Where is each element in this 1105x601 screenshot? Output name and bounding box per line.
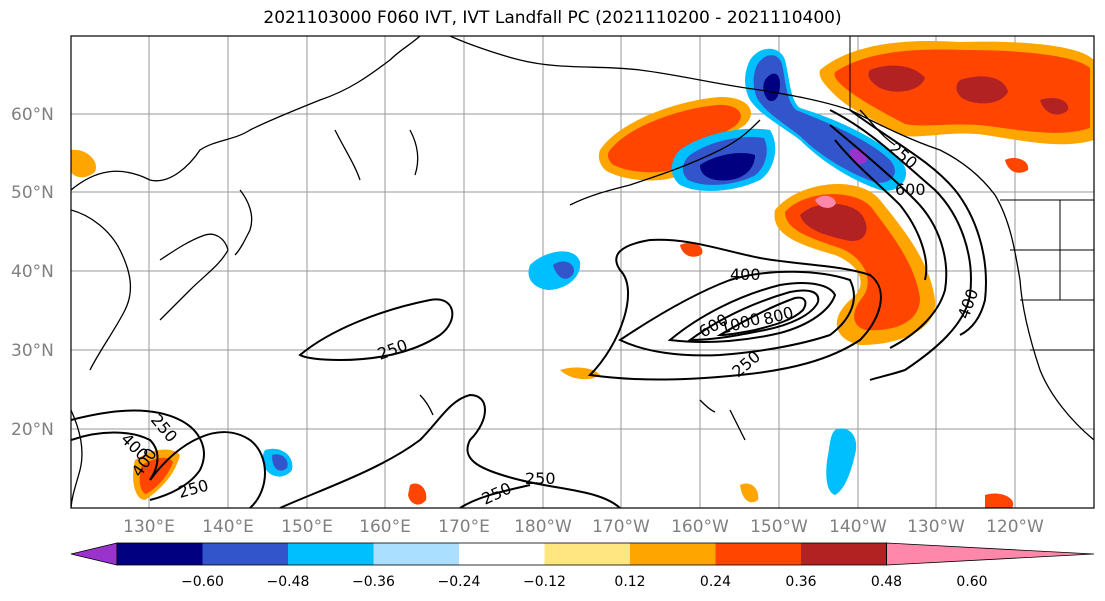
colorbar-tick-neg-024: −0.24 [438,574,481,590]
lon-label-160w: 160°W [671,517,729,537]
colorbar-right-arrow [886,542,1095,566]
lat-label-20n: 20°N [11,420,54,440]
colorbar-tick-pos-012: 0.12 [614,574,645,590]
lat-label-40n: 40°N [11,262,54,282]
colorbar-tick-pos-048: 0.48 [871,574,902,590]
colorbar-tick-neg-036: −0.36 [352,574,395,590]
negative-pc-region-hawaii [528,251,857,495]
colorbar-segment-pos-036 [715,543,801,565]
colorbar-segment-neg-036 [202,543,288,565]
colorbar-tick-pos-024: 0.24 [700,574,731,590]
longitude-labels: 130°E 140°E 150°E 160°E 170°E 180°W 170°… [123,517,1044,537]
colorbar-tick-neg-048: −0.48 [267,574,310,590]
lat-label-50n: 50°N [11,183,54,203]
colorbar-segment-neutral [459,543,545,565]
colorbar-tick-pos-036: 0.36 [785,574,816,590]
colorbar: −0.60 −0.48 −0.36 −0.24 −0.12 0.12 0.24 … [70,542,1095,590]
colorbar-tick-neg-012: −0.12 [523,574,566,590]
lon-label-170w: 170°W [592,517,650,537]
lon-label-130w: 130°W [907,517,965,537]
positive-pc-region-gulf-of-alaska [774,183,936,345]
lon-label-180w: 180°W [514,517,572,537]
colorbar-segment-neg-012 [373,543,459,565]
map-frame [70,35,1095,509]
map-title: 2021103000 F060 IVT, IVT Landfall PC (20… [263,8,842,28]
lon-label-120w: 120°W [986,517,1044,537]
contour-label-250-d: 250 [525,469,556,488]
lat-label-30n: 30°N [11,341,54,361]
latitude-labels: 60°N 50°N 40°N 30°N 20°N [11,105,54,440]
lon-label-160e: 160°E [359,517,411,537]
positive-pc-region-bering [598,96,751,181]
colorbar-tick-neg-060: −0.60 [181,574,224,590]
coastlines [71,36,1094,508]
colorbar-segment-neg-048 [117,543,203,565]
colorbar-left-arrow [70,542,118,566]
contour-label-400-a: 400 [730,265,761,284]
lat-label-60n: 60°N [11,105,54,125]
colorbar-frame [116,542,887,566]
lon-label-170e: 170°E [438,517,490,537]
lon-label-140w: 140°W [829,517,887,537]
political-borders [849,36,1094,351]
ivt-contours [71,109,987,508]
contour-label-600-a: 600 [895,180,926,199]
lon-label-150w: 150°W [750,517,808,537]
colorbar-tick-pos-060: 0.60 [956,574,987,590]
colorbar-segment-neg-024 [288,543,374,565]
lon-label-140e: 140°E [202,517,254,537]
pc-region-east-asia [71,149,1029,508]
lon-label-150e: 150°E [281,517,333,537]
colorbar-segment-pos-024 [630,543,716,565]
lon-label-130e: 130°E [123,517,175,537]
colorbar-segment-pos-012 [544,543,630,565]
positive-pc-region-canada [819,40,1094,145]
colorbar-segment-pos-048 [801,543,887,565]
